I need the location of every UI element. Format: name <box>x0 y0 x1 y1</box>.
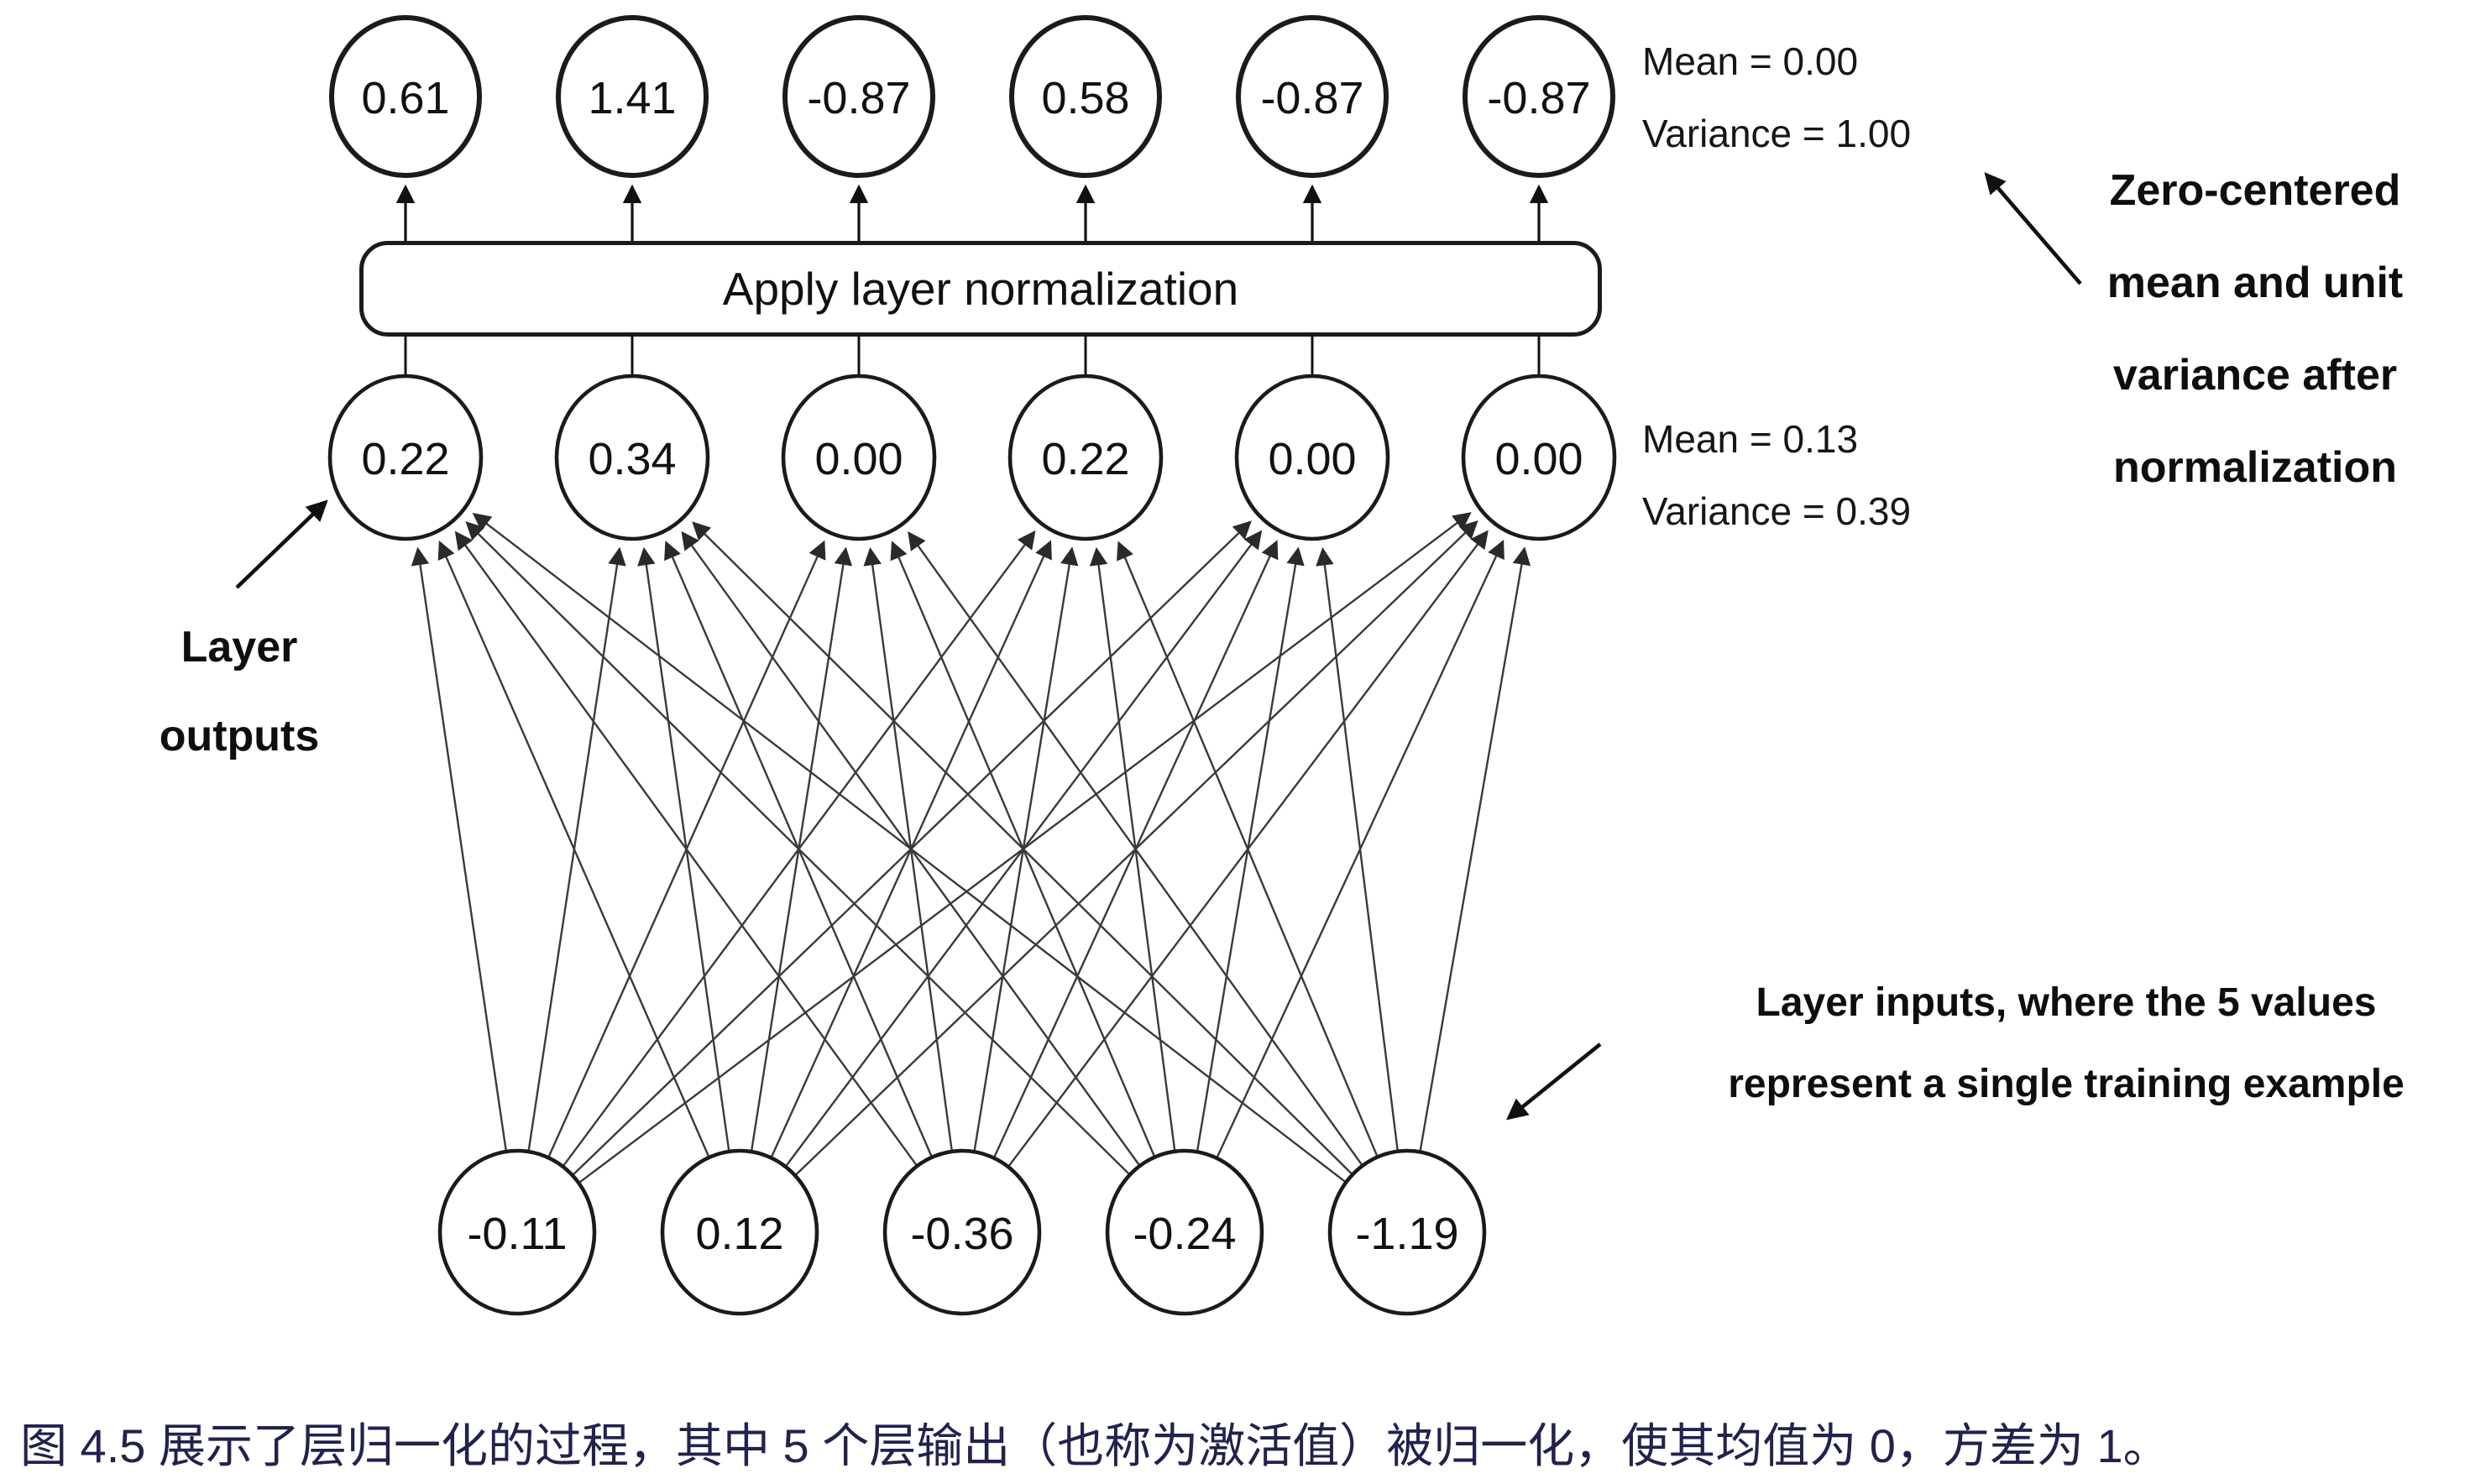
edge-input4-to-output1 <box>465 521 1130 1175</box>
layer-output-node-1-value: 0.22 <box>361 434 449 484</box>
layer-inputs-arrow <box>1506 1042 1602 1121</box>
variance-after-label: Variance = 1.00 <box>1642 112 1912 155</box>
layer-output-node-2: 0.34 <box>554 374 710 541</box>
box-connector-lines <box>395 184 1549 374</box>
normalized-node-4-circle <box>1009 15 1162 178</box>
edge-input2-to-output1 <box>437 540 709 1157</box>
layer-output-node-6: 0.00 <box>1461 374 1617 541</box>
layer-output-node-2-circle <box>554 374 710 541</box>
layer-input-node-1-circle <box>437 1148 597 1316</box>
normalization-box-label: Apply layer normalization <box>722 263 1239 315</box>
layer-output-node-3-circle <box>781 374 937 541</box>
figure-caption: 图 4.5 展示了层归一化的过程，其中 5 个层输出（也称为激活值）被归一化，使… <box>20 1419 2170 1472</box>
normalized-node-1-value: 0.61 <box>361 73 449 123</box>
layer-output-node-6-circle <box>1461 374 1617 541</box>
layer-inputs-line-2: represent a single training example <box>1728 1062 2405 1106</box>
normalized-node-4: 0.58 <box>1009 15 1162 178</box>
layer-input-node-2-value: 0.12 <box>695 1209 783 1259</box>
layer-outputs-line-2: outputs <box>159 712 320 760</box>
zero-centered-line-4: normalization <box>2112 443 2398 492</box>
zero-centered-annotation: Zero-centered mean and unit variance aft… <box>2040 144 2470 514</box>
value-nodes: 0.61 1.41 -0.87 0.58 -0.87 -0.87 0.22 0.34 0.00 0… <box>327 15 1617 1316</box>
layer-input-node-3-value: -0.36 <box>910 1209 1013 1259</box>
variance-before-label: Variance = 0.39 <box>1642 489 1912 533</box>
normalized-node-2: 1.41 <box>556 15 709 178</box>
zero-centered-line-1: Zero-centered <box>2109 166 2401 215</box>
apply-layer-normalization-box: Apply layer normalization <box>359 241 1602 337</box>
mean-before-label: Mean = 0.13 <box>1642 417 1859 461</box>
normalized-node-3-circle <box>782 15 935 178</box>
layer-inputs-annotation: Layer inputs, where the 5 values represe… <box>1662 962 2470 1125</box>
normalized-node-5-circle <box>1236 15 1389 178</box>
normalized-node-1: 0.61 <box>329 15 482 178</box>
zero-centered-line-3: variance after <box>2112 351 2398 400</box>
layer-inputs-line-1: Layer inputs, where the 5 values <box>1756 980 2377 1025</box>
edge-input1-to-output1 <box>411 546 507 1151</box>
layer-output-node-4: 0.22 <box>1007 374 1164 541</box>
input-to-output-connections <box>411 512 1531 1184</box>
layer-outputs-arrow <box>235 499 328 589</box>
layer-output-node-2-value: 0.34 <box>588 434 676 484</box>
layer-input-node-4-value: -0.24 <box>1133 1209 1236 1259</box>
edge-input5-to-output6 <box>1419 546 1531 1151</box>
layer-input-node-1-value: -0.11 <box>467 1209 567 1259</box>
mean-after-label: Mean = 0.00 <box>1642 39 1859 83</box>
layer-input-node-5-circle <box>1327 1148 1487 1316</box>
edge-input5-to-output3 <box>908 530 1363 1165</box>
layer-outputs-line-1: Layer <box>181 623 298 671</box>
stats-before-normalization: Mean = 0.13 Variance = 0.39 <box>1642 403 1911 547</box>
normalized-node-3-value: -0.87 <box>807 73 910 123</box>
edge-input3-to-output1 <box>454 530 918 1166</box>
normalized-node-6-value: -0.87 <box>1487 73 1590 123</box>
normalized-node-5-value: -0.87 <box>1260 73 1363 123</box>
layer-output-node-6-value: 0.00 <box>1494 434 1583 484</box>
layer-output-node-4-value: 0.22 <box>1041 434 1129 484</box>
layer-output-node-3-value: 0.00 <box>814 434 903 484</box>
layer-outputs-annotation: Layer outputs <box>118 603 361 781</box>
normalized-node-2-value: 1.41 <box>588 73 676 123</box>
layer-input-node-4-circle <box>1105 1148 1264 1316</box>
layer-input-node-4: -0.24 <box>1105 1148 1264 1316</box>
layer-output-node-1-circle <box>327 374 484 541</box>
layer-output-node-1: 0.22 <box>327 374 484 541</box>
layer-output-node-3: 0.00 <box>781 374 937 541</box>
normalized-node-3: -0.87 <box>782 15 935 178</box>
stats-after-normalization: Mean = 0.00 Variance = 1.00 <box>1642 25 1911 170</box>
edge-input5-to-output2 <box>692 521 1353 1174</box>
zero-centered-arrow <box>1984 172 2082 285</box>
layer-output-node-5-value: 0.00 <box>1268 434 1356 484</box>
layer-input-node-1: -0.11 <box>437 1148 597 1316</box>
layer-output-node-4-circle <box>1007 374 1164 541</box>
layer-input-node-5-value: -1.19 <box>1355 1209 1458 1259</box>
normalized-node-6-circle <box>1463 15 1615 178</box>
layer-output-node-5: 0.00 <box>1234 374 1390 541</box>
layer-output-node-5-circle <box>1234 374 1390 541</box>
edge-input5-to-output5 <box>1316 546 1399 1150</box>
annotation-arrows <box>235 172 2082 1121</box>
zero-centered-line-2: mean and unit <box>2106 259 2404 307</box>
edge-input5-to-output4 <box>1117 541 1379 1157</box>
layer-input-node-5: -1.19 <box>1327 1148 1487 1316</box>
layer-input-node-2: 0.12 <box>660 1148 819 1316</box>
normalized-node-2-circle <box>556 15 709 178</box>
normalized-node-5: -0.87 <box>1236 15 1389 178</box>
normalized-node-1-circle <box>329 15 482 178</box>
normalized-node-4-value: 0.58 <box>1041 73 1129 123</box>
layer-input-node-3-circle <box>882 1148 1042 1316</box>
layer-input-node-2-circle <box>660 1148 819 1316</box>
normalized-node-6: -0.87 <box>1463 15 1615 178</box>
layer-input-node-3: -0.36 <box>882 1148 1042 1316</box>
edge-input5-to-output1 <box>472 512 1346 1183</box>
